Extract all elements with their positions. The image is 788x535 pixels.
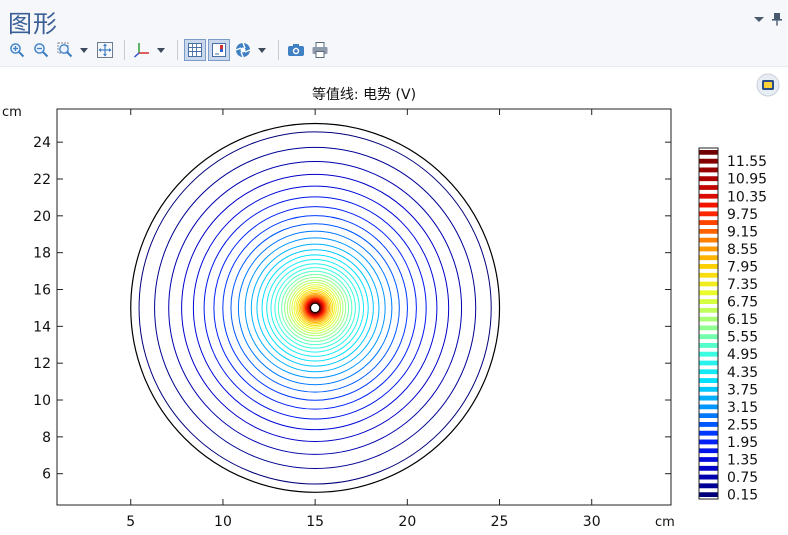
application-logo-icon [756, 73, 780, 97]
zoom-in-icon [10, 43, 25, 58]
zoom-extents-button[interactable] [94, 39, 116, 61]
grid-icon [188, 43, 202, 57]
toolbar-separator [124, 40, 125, 60]
scene-light-icon [235, 42, 251, 58]
axis-dropdown-caret[interactable] [155, 39, 167, 61]
image-snapshot-button[interactable] [285, 39, 307, 61]
grid-toggle-button[interactable] [184, 39, 206, 61]
window-title: 图形 [8, 10, 58, 38]
graphics-canvas[interactable] [0, 67, 788, 535]
print-button[interactable] [309, 39, 331, 61]
legend-icon [212, 43, 226, 57]
window-header: 图形 [0, 0, 788, 67]
zoom-extents-icon [97, 42, 113, 58]
chevron-down-icon [157, 48, 165, 53]
zoom-box-button[interactable] [54, 39, 76, 61]
graphics-toolbar [6, 38, 333, 62]
scene-dropdown-caret[interactable] [256, 39, 268, 61]
zoom-out-button[interactable] [30, 39, 52, 61]
legend-toggle-button[interactable] [208, 39, 230, 61]
scene-light-button[interactable] [232, 39, 254, 61]
toolbar-separator [278, 40, 279, 60]
print-icon [312, 42, 328, 58]
window-menu-icon[interactable] [752, 12, 766, 26]
chevron-down-icon [258, 48, 266, 53]
axis-orientation-button[interactable] [131, 39, 153, 61]
zoom-dropdown-caret[interactable] [78, 39, 90, 61]
zoom-out-icon [34, 43, 49, 58]
pin-icon[interactable] [770, 12, 784, 26]
toolbar-separator [177, 40, 178, 60]
zoom-in-button[interactable] [6, 39, 28, 61]
chevron-down-icon [80, 48, 88, 53]
axis-orientation-icon [134, 43, 149, 58]
zoom-box-icon [57, 42, 73, 58]
camera-icon [288, 44, 304, 56]
